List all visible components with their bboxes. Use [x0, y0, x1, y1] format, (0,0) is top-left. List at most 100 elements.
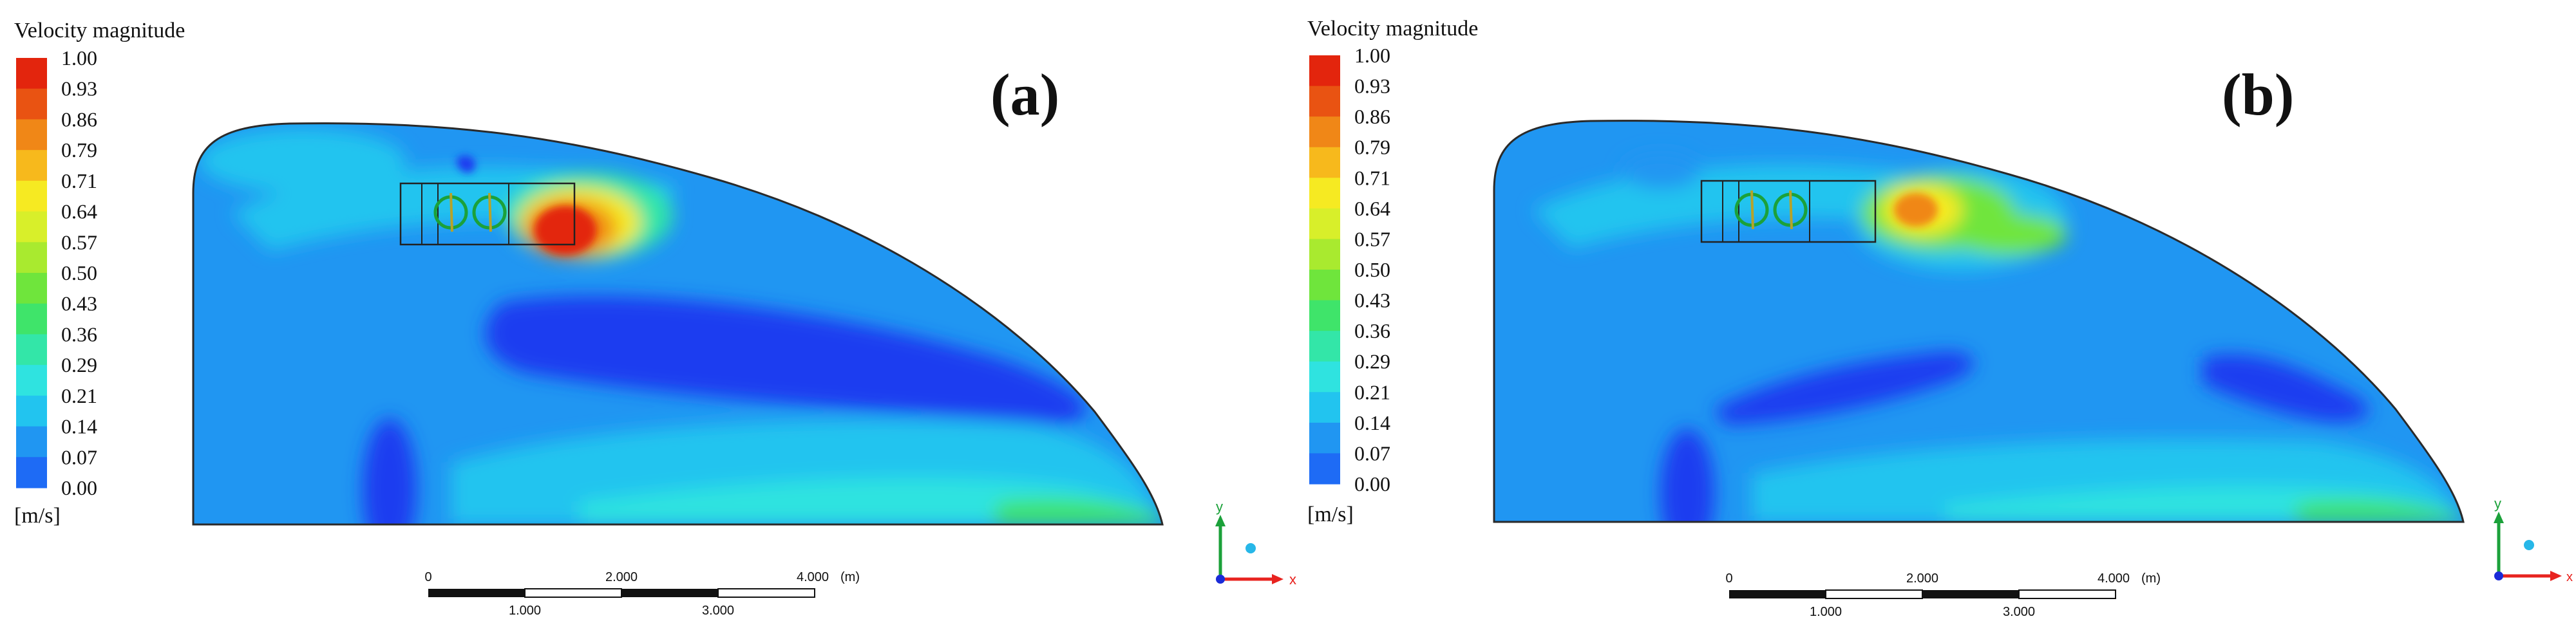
- colorbar-band: [1309, 453, 1340, 485]
- colorbar-band: [1309, 422, 1340, 454]
- scale-major-2-b: 4.000: [2098, 571, 2130, 586]
- colorbar-tick-label: 0.43: [61, 292, 97, 315]
- colorbar-tick-label: 0.36: [1354, 319, 1390, 342]
- scale-minor-1-b: 3.000: [2003, 605, 2035, 619]
- colorbar-band: [16, 88, 47, 120]
- unit-label-a: [m/s]: [14, 504, 61, 528]
- colorbar-band: [16, 150, 47, 181]
- panel-label-b: (b): [2222, 62, 2294, 127]
- axis-x-label-b: x: [2566, 570, 2573, 584]
- panel-a: Velocity magnitude 1.00 0.93 0.86 0.79 0.71 0…: [14, 19, 1296, 618]
- colorbar-band: [16, 334, 47, 366]
- scale-bar-b: 0 2.000 4.000 (m) 1.000 3.000: [1725, 571, 2161, 619]
- colorbar-tick-label: 1.00: [1354, 44, 1390, 67]
- colorbar-band: [16, 395, 47, 427]
- scale-major-2-a: 4.000: [797, 570, 829, 584]
- colorbar-tick-label: 0.14: [1354, 411, 1390, 434]
- region-right-blue-b: [2202, 354, 2369, 422]
- colorbar-ticks-b: 1.00 0.93 0.86 0.79 0.71 0.64 0.57 0.50 0.43 0.36…: [1354, 44, 1390, 495]
- scale-unit-b: (m): [2141, 571, 2161, 586]
- colorbar-tick-label: 0.50: [61, 261, 97, 284]
- region-jet-core-a: [535, 206, 596, 255]
- region-lowvel-band-a: [485, 296, 1086, 425]
- axis-z-dot-a: [1245, 543, 1256, 553]
- axis-y-label-b: y: [2494, 495, 2501, 512]
- colorbar-band: [1309, 270, 1340, 301]
- domain-outline-b: [1493, 120, 2465, 523]
- colorbar-tick-label: 0.93: [61, 77, 97, 100]
- colorbar-band: [1309, 178, 1340, 209]
- scale-bar-a: 0 2.000 4.000 (m) 1.000 3.000: [424, 570, 860, 618]
- colorbar-band: [1309, 392, 1340, 423]
- legend-a: Velocity magnitude 1.00 0.93 0.86 0.79 0.71 0…: [14, 19, 185, 528]
- fan-box-b: [1700, 180, 1877, 243]
- colorbar-band: [16, 273, 47, 304]
- colorbar-tick-label: 0.86: [1354, 105, 1390, 128]
- axis-triad-a: y x: [1215, 499, 1296, 588]
- scale-minor-1-a: 3.000: [702, 604, 734, 618]
- colorbar-band: [1309, 300, 1340, 331]
- colorbar-tick-label: 0.79: [61, 138, 97, 162]
- colorbar-band: [1309, 208, 1340, 240]
- axis-y-label-a: y: [1216, 499, 1223, 515]
- colorbar-tick-label: 0.50: [1354, 258, 1390, 281]
- colorbar-b: [1309, 55, 1340, 485]
- colorbar-band: [1309, 147, 1340, 178]
- colorbar-tick-label: 0.43: [1354, 289, 1390, 312]
- colorbar-tick-label: 0.07: [1354, 441, 1390, 465]
- colorbar-band: [16, 303, 47, 335]
- scale-minor-0-a: 1.000: [509, 604, 541, 618]
- scale-major-1-b: 2.000: [1906, 571, 1938, 586]
- colorbar-band: [16, 426, 47, 458]
- colorbar-ticks-a: 1.00 0.93 0.86 0.79 0.71 0.64 0.57 0.50 0.43 0.36…: [61, 46, 97, 499]
- colorbar-tick-label: 0.64: [1354, 197, 1390, 220]
- domain-outline-a: [192, 122, 1164, 526]
- panel-label-a: (a): [990, 62, 1059, 127]
- colorbar-band: [1309, 55, 1340, 87]
- region-lowvel-ellipse-b: [1713, 351, 1974, 425]
- colorbar-band: [16, 58, 47, 89]
- contour-field-a: [192, 122, 1164, 526]
- colorbar-tick-label: 0.57: [61, 230, 97, 254]
- colorbar-a: [16, 58, 47, 488]
- colorbar-tick-label: 0.14: [61, 415, 97, 438]
- colorbar-tick-label: 0.21: [1354, 380, 1390, 403]
- colorbar-band: [16, 457, 47, 488]
- axis-triad-b: y x: [2494, 495, 2573, 584]
- colorbar-tick-label: 0.29: [1354, 350, 1390, 373]
- colorbar-tick-label: 0.71: [61, 169, 97, 192]
- colorbar-tick-label: 0.00: [1354, 472, 1390, 495]
- colorbar-band: [1309, 239, 1340, 270]
- region-topleft-cyan-a: [200, 129, 406, 193]
- region-small-blue-a: [457, 155, 476, 173]
- unit-label-b: [m/s]: [1307, 503, 1354, 526]
- legend-b: Velocity magnitude 1.00 0.93 0.86 0.79 0.71 0…: [1307, 17, 1478, 526]
- colorbar-tick-label: 0.64: [61, 200, 97, 223]
- colorbar-tick-label: 0.29: [61, 353, 97, 376]
- colorbar-band: [16, 180, 47, 212]
- colorbar-tick-label: 1.00: [61, 46, 97, 69]
- scale-minor-0-b: 1.000: [1810, 605, 1842, 619]
- colorbar-tick-label: 0.79: [1354, 136, 1390, 159]
- legend-title-b: Velocity magnitude: [1307, 17, 1478, 41]
- colorbar-band: [16, 242, 47, 273]
- axis-z-dot-b: [2524, 540, 2534, 550]
- contour-field-b: [1493, 120, 2465, 523]
- colorbar-tick-label: 0.71: [1354, 166, 1390, 189]
- legend-title-a: Velocity magnitude: [14, 19, 185, 42]
- colorbar-band: [16, 211, 47, 243]
- colorbar-tick-label: 0.21: [61, 384, 97, 407]
- axis-x-label-a: x: [1289, 571, 1296, 588]
- colorbar-tick-label: 0.00: [61, 476, 97, 499]
- colorbar-band: [16, 119, 47, 151]
- colorbar-tick-label: 0.93: [1354, 75, 1390, 98]
- colorbar-band: [1309, 361, 1340, 393]
- colorbar-band: [1309, 86, 1340, 117]
- scale-major-0-b: 0: [1725, 571, 1732, 586]
- region-leftfoot-blue-a: [363, 418, 417, 525]
- colorbar-tick-label: 0.07: [61, 445, 97, 468]
- fan-box-a: [399, 182, 576, 246]
- colorbar-tick-label: 0.86: [61, 107, 97, 131]
- colorbar-band: [1309, 116, 1340, 148]
